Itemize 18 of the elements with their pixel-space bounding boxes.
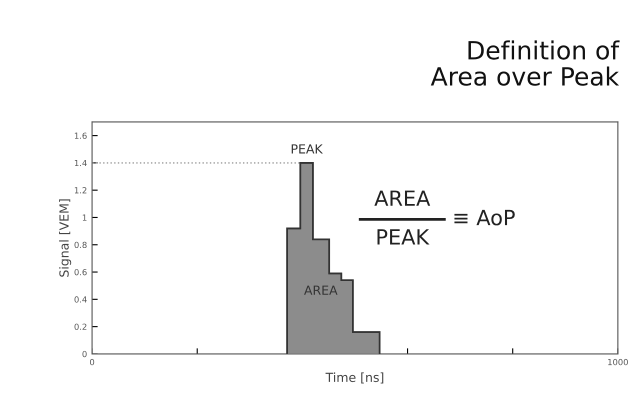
y-axis-title: Signal [VEM] xyxy=(59,199,72,277)
y-tick-label: 0.2 xyxy=(74,324,86,330)
y-tick-label: 1.4 xyxy=(74,160,87,166)
y-tick-label: 1 xyxy=(82,214,86,221)
annotation: PEAK xyxy=(378,229,430,244)
y-tick-label: 1.2 xyxy=(74,187,86,194)
x-tick-label: 1000 xyxy=(608,358,628,366)
y-tick-label: 0.8 xyxy=(74,242,87,248)
y-tick-label: 0 xyxy=(82,350,87,358)
annotation: ≡ AoP xyxy=(454,210,515,226)
chart-title: Definition of Area over Peak xyxy=(430,40,620,86)
annotation: PEAK xyxy=(292,144,323,154)
x-axis-title: Time [ns] xyxy=(326,372,384,384)
y-tick-label: 1.6 xyxy=(74,132,87,139)
y-tick-label: 0.6 xyxy=(74,269,87,276)
y-tick-label: 0.4 xyxy=(74,296,87,303)
annotation: AREA xyxy=(304,286,338,295)
annotation: AREA xyxy=(374,190,430,206)
